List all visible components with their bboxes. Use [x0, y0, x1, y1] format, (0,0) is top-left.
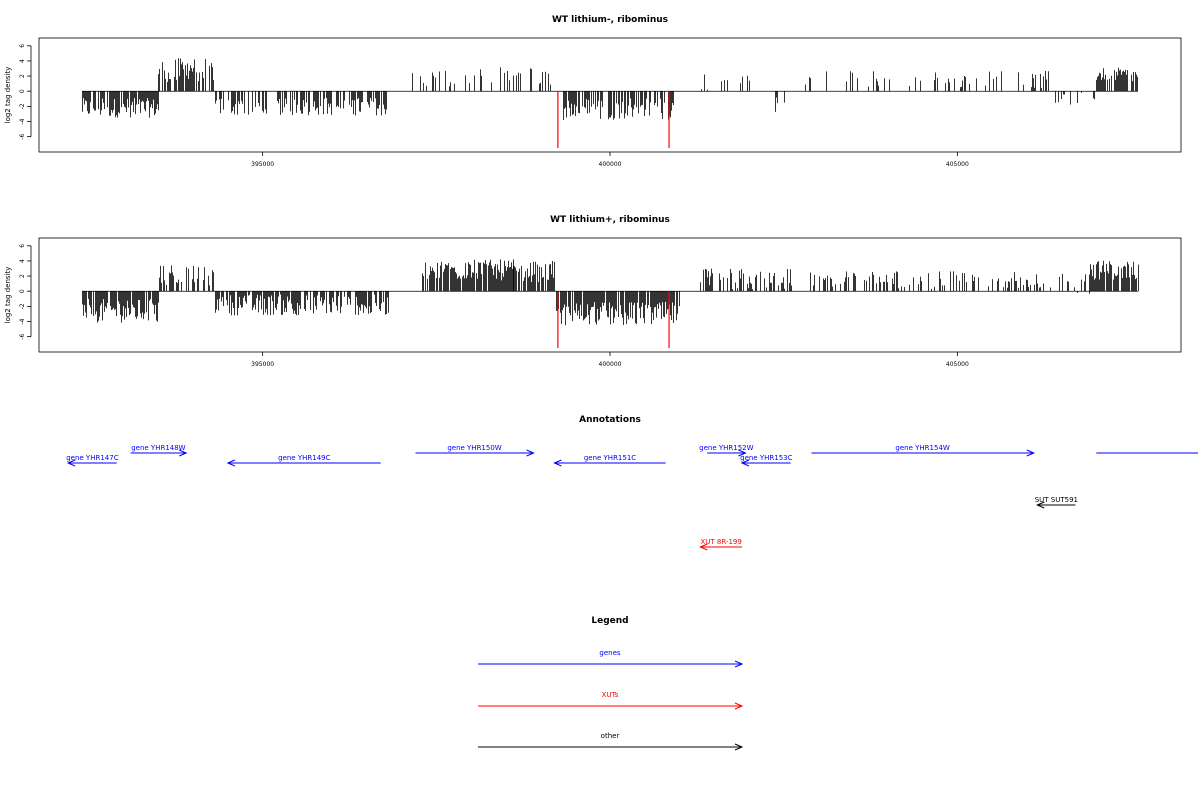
panel-title: WT lithium+, ribominus: [550, 215, 670, 225]
plot-frame: [38, 37, 1182, 153]
y-tick-label: -2: [19, 103, 26, 109]
panel-lithium-plus: WT lithium+, ribominus -6 -4 -2 0 2 4 6 395000…: [4, 215, 1182, 368]
y-tick-label: 4: [19, 59, 26, 63]
arrowhead: [738, 449, 747, 457]
x-tick-label: 400000: [599, 161, 622, 168]
bar-series: [82, 58, 1138, 148]
y-tick-label: -2: [19, 303, 26, 309]
feature-sut-sut591: SUT SUT591: [1035, 496, 1078, 509]
y-tick-label: -4: [19, 318, 26, 324]
legend-label: XUTs: [602, 691, 619, 699]
feature-label: XUT 8R-199: [700, 538, 741, 546]
legend-item-other: other: [478, 732, 744, 751]
legend-title: Legend: [591, 616, 628, 626]
y-tick-label: 2: [19, 274, 26, 278]
y-tick-label: 0: [19, 89, 26, 93]
y-axis-label: log2 tag density: [4, 67, 12, 124]
feature-label: gene YHR149C: [278, 454, 330, 462]
y-tick-label: -6: [19, 133, 26, 139]
feature-xut-8r-199: XUT 8R-199: [699, 538, 742, 551]
x-tick-label: 400000: [599, 361, 622, 368]
x-tick-label: 395000: [251, 161, 274, 168]
feature-label: gene YHR154W: [895, 444, 949, 452]
arrowhead: [740, 459, 750, 467]
feature-gene-yhr148w: gene YHR148W: [130, 444, 188, 457]
y-tick-label: 4: [19, 259, 26, 263]
feature-gene-yhr152w: gene YHR152W: [699, 444, 754, 457]
y-tick-label: 0: [19, 289, 26, 293]
arrowhead: [66, 459, 76, 467]
arrowhead: [1035, 501, 1045, 509]
feature-label: SUT SUT591: [1035, 496, 1078, 504]
feature-gene-yhr151c: gene YHR151C: [553, 454, 666, 467]
arrowhead: [553, 459, 562, 467]
x-tick-label: 405000: [946, 361, 969, 368]
y-tick-label: 6: [19, 244, 26, 248]
y-tick-label: -4: [19, 118, 26, 124]
feature-label: gene YHR152W: [699, 444, 753, 452]
plot-frame: [38, 237, 1182, 353]
annotations-title: Annotations: [579, 415, 641, 425]
y-axis-label: log2 tag density: [4, 267, 12, 324]
legend-item-genes: genes: [478, 649, 744, 668]
feature-gene-yhr150w: gene YHR150W: [415, 444, 535, 457]
legend: Legend genes XUTs other: [478, 616, 744, 751]
y-axis: -6 -4 -2 0 2 4 6: [19, 44, 32, 140]
bar-series: [82, 259, 1139, 348]
legend-label: other: [601, 732, 620, 740]
arrowhead: [179, 449, 188, 457]
arrowhead: [734, 743, 744, 751]
x-tick-label: 405000: [946, 161, 969, 168]
y-tick-label: -6: [19, 333, 26, 339]
x-axis: 395000 400000 405000: [251, 152, 969, 168]
feature-label: gene YHR150W: [447, 444, 501, 452]
arrowhead: [226, 459, 236, 467]
feature-gene-yhr149c: gene YHR149C: [226, 454, 381, 467]
feature-label: gene YHR153C: [740, 454, 792, 462]
y-tick-label: 2: [19, 74, 26, 78]
panel-lithium-minus: WT lithium-, ribominus -6 -4 -2 0 2 4 6 395000…: [4, 15, 1182, 168]
feature-gene-yhr153c: gene YHR153C: [740, 454, 793, 467]
y-axis: -6 -4 -2 0 2 4 6: [19, 244, 32, 340]
feature-label: gene YHR151C: [584, 454, 636, 462]
feature-gene-yhr147c: gene YHR147C: [66, 454, 119, 467]
feature-list: gene YHR147C gene YHR148W gene YHR149C gene…: [66, 444, 1198, 551]
arrowhead: [1026, 449, 1036, 457]
legend-label: genes: [599, 649, 620, 657]
legend-item-xuts: XUTs: [478, 691, 744, 710]
arrowhead: [734, 702, 744, 710]
feature-label: gene YHR148W: [131, 444, 185, 452]
x-axis: 395000 400000 405000: [251, 352, 969, 368]
arrowhead: [526, 449, 535, 457]
feature-gene-yhr154w: gene YHR154W: [811, 444, 1036, 457]
arrowhead: [699, 543, 708, 551]
feature-label: gene YHR147C: [66, 454, 118, 462]
panel-title: WT lithium-, ribominus: [552, 15, 668, 25]
legend-items: genes XUTs other: [478, 649, 744, 751]
arrowhead: [734, 660, 744, 668]
x-tick-label: 395000: [251, 361, 274, 368]
y-tick-label: 6: [19, 44, 26, 48]
